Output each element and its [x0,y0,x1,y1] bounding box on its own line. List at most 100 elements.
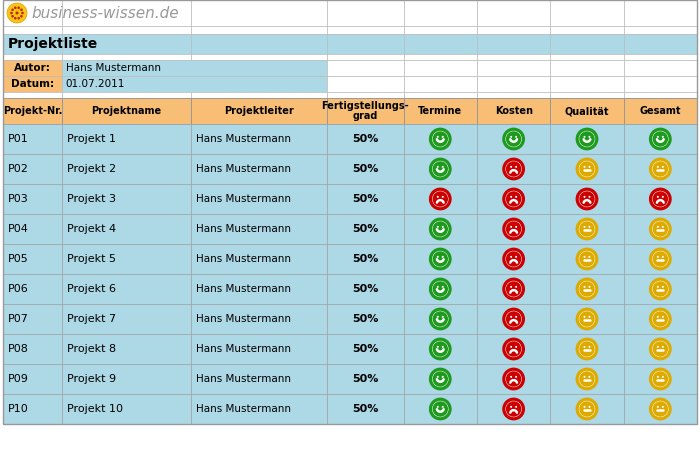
Bar [327,54,404,60]
Bar [62,60,327,76]
Circle shape [515,166,517,168]
Bar [477,394,550,424]
Circle shape [433,401,448,417]
Bar [624,214,697,244]
Text: P01: P01 [8,134,29,144]
Bar [624,304,697,334]
Circle shape [649,128,672,150]
Circle shape [584,316,585,318]
Circle shape [652,281,668,297]
Circle shape [442,346,444,348]
Bar [3,304,62,334]
Bar [550,304,624,334]
Circle shape [442,226,444,228]
Text: 50%: 50% [352,134,379,144]
Text: Fertigstellungs-
grad: Fertigstellungs- grad [321,100,409,121]
Circle shape [18,7,20,9]
Circle shape [15,11,18,15]
Bar [62,0,192,26]
Bar [477,60,550,76]
Bar [624,184,697,214]
Text: P09: P09 [8,374,29,384]
Circle shape [442,376,444,378]
Bar [477,244,550,274]
Text: Projekt 5: Projekt 5 [66,254,116,264]
Bar [62,54,192,60]
Circle shape [506,311,522,327]
Bar [477,54,550,60]
Circle shape [575,337,598,360]
Bar [192,92,327,98]
Bar [404,304,477,334]
Text: Hans Mustermann: Hans Mustermann [66,63,161,73]
Bar [624,274,697,304]
Bar [404,26,477,34]
Circle shape [657,376,659,378]
Bar [327,92,404,98]
Circle shape [433,251,448,267]
Text: Termine: Termine [418,106,462,116]
Text: Hans Mustermann: Hans Mustermann [197,314,291,324]
Bar [192,184,327,214]
Circle shape [502,337,525,360]
Text: Projekt 6: Projekt 6 [66,284,116,294]
Circle shape [433,281,448,297]
Bar [550,54,624,60]
Text: Projekt 3: Projekt 3 [66,194,116,204]
Circle shape [652,221,668,237]
Circle shape [579,131,595,147]
Circle shape [429,247,452,270]
Circle shape [652,131,668,147]
Circle shape [10,12,13,14]
Bar [404,60,477,76]
Text: Autor:: Autor: [14,63,51,73]
Circle shape [437,256,439,258]
Circle shape [433,221,448,237]
Circle shape [515,346,517,348]
Circle shape [579,371,595,387]
Bar [477,0,550,26]
Circle shape [579,251,595,267]
Circle shape [515,136,517,138]
Circle shape [505,131,522,147]
Circle shape [432,341,449,357]
Circle shape [506,401,522,417]
Bar [624,98,697,124]
Bar [62,124,192,154]
Circle shape [584,196,585,198]
Text: Projekt-Nr.: Projekt-Nr. [3,106,62,116]
Circle shape [18,17,20,19]
Bar [3,34,697,54]
Text: 50%: 50% [352,404,379,414]
Text: P04: P04 [8,224,29,234]
Circle shape [429,128,452,150]
Circle shape [506,131,522,147]
Bar [550,394,624,424]
Circle shape [575,128,598,150]
Circle shape [437,376,439,378]
Bar [477,92,550,98]
Bar [327,98,404,124]
Bar [327,364,404,394]
Circle shape [579,371,595,387]
Circle shape [515,406,517,408]
Bar [62,92,192,98]
Bar [327,274,404,304]
Bar [192,154,327,184]
Circle shape [579,281,595,297]
Bar [624,154,697,184]
Bar [624,0,697,26]
Bar [477,98,550,124]
Circle shape [510,166,512,168]
Circle shape [589,226,591,228]
Bar [62,214,192,244]
Circle shape [437,226,439,228]
Bar [62,98,192,124]
Circle shape [575,278,598,301]
Circle shape [14,17,17,19]
Circle shape [429,188,452,210]
Bar [404,124,477,154]
Circle shape [502,278,525,301]
Text: Projekt 9: Projekt 9 [66,374,116,384]
Text: Datum:: Datum: [10,79,54,89]
